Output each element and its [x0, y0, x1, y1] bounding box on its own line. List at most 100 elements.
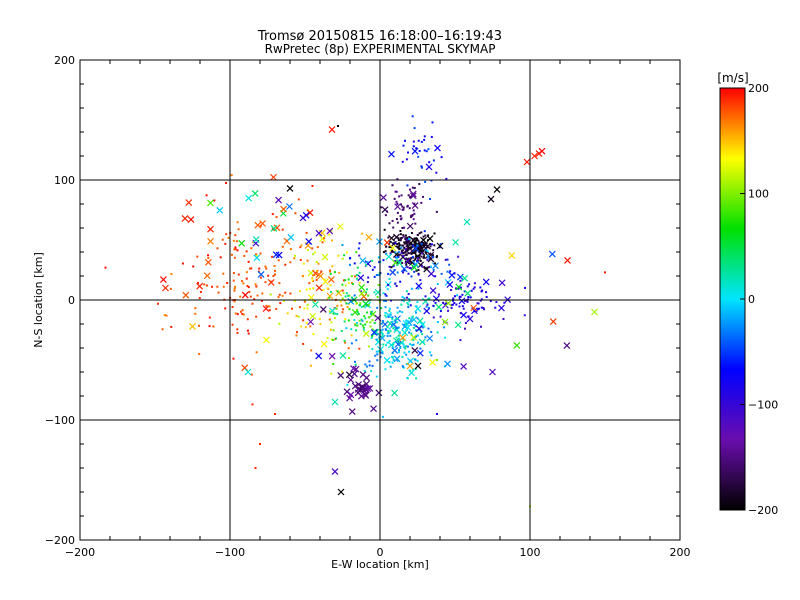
data-point-cross — [207, 199, 214, 207]
data-point — [286, 312, 289, 315]
data-point — [404, 251, 407, 254]
data-point — [386, 341, 389, 344]
data-point — [427, 148, 430, 151]
data-point — [323, 278, 326, 281]
data-point — [397, 239, 400, 242]
data-point — [339, 300, 342, 303]
data-point-cross — [535, 150, 543, 158]
data-point — [358, 303, 361, 306]
data-point-cross — [204, 258, 212, 266]
data-point — [297, 198, 300, 201]
data-point — [405, 322, 408, 325]
data-point — [405, 353, 408, 356]
data-point — [400, 303, 403, 306]
data-point-cross — [461, 274, 469, 282]
data-point-cross — [426, 235, 434, 243]
data-point — [388, 339, 391, 342]
data-point — [375, 375, 378, 378]
data-point — [268, 316, 271, 319]
data-point — [408, 300, 411, 303]
colorbar: [m/s] 200 100 0 −100 −200 — [717, 71, 778, 517]
data-point — [349, 263, 352, 266]
data-point — [265, 267, 268, 270]
data-point — [407, 303, 410, 306]
data-point — [361, 232, 364, 235]
data-point-cross — [203, 272, 211, 280]
data-point — [430, 135, 433, 138]
data-point — [397, 237, 400, 240]
data-point-cross — [238, 239, 246, 247]
data-point-cross — [339, 352, 347, 360]
data-point — [306, 248, 309, 251]
data-point — [344, 284, 347, 287]
data-point-cross — [400, 265, 408, 273]
data-point-cross — [458, 297, 466, 305]
data-point — [395, 236, 398, 239]
data-point — [389, 252, 392, 255]
data-point — [427, 234, 430, 237]
data-point-cross — [360, 293, 368, 300]
data-point — [347, 281, 350, 284]
data-point — [403, 226, 406, 229]
data-point-cross — [370, 405, 377, 413]
data-point-cross — [365, 233, 373, 241]
data-point — [428, 161, 431, 164]
data-point — [430, 330, 433, 333]
data-point — [385, 294, 388, 297]
data-point — [377, 256, 380, 259]
data-point — [432, 256, 435, 259]
data-point — [345, 327, 348, 330]
data-point — [421, 246, 424, 249]
data-point-cross — [380, 194, 387, 201]
data-point — [268, 309, 271, 312]
data-point — [369, 313, 372, 316]
data-point — [384, 306, 387, 309]
data-point — [444, 336, 447, 339]
data-point — [328, 296, 331, 299]
data-point — [388, 309, 391, 312]
data-point — [392, 264, 395, 267]
data-point — [330, 229, 333, 232]
data-point — [420, 165, 423, 168]
data-point — [406, 301, 409, 304]
data-point-cross — [418, 338, 426, 346]
data-point — [353, 262, 356, 265]
data-point — [388, 246, 391, 249]
data-point — [391, 316, 394, 319]
data-point — [170, 272, 173, 275]
data-point-cross — [309, 312, 317, 320]
data-point-cross — [319, 306, 327, 313]
data-point — [217, 291, 220, 294]
data-point — [274, 413, 276, 415]
data-point — [398, 253, 401, 256]
data-point — [410, 214, 413, 217]
data-point — [408, 243, 411, 246]
data-point — [342, 279, 345, 282]
data-point — [604, 271, 606, 274]
data-point — [233, 287, 236, 290]
data-point-cross — [275, 251, 283, 259]
data-point — [273, 264, 276, 267]
axes: −200 −100 0 100 200 −200 −100 0 100 200 — [45, 54, 691, 559]
data-point — [389, 365, 392, 368]
data-point — [433, 262, 436, 265]
data-point — [384, 299, 387, 302]
data-point — [387, 315, 390, 318]
data-point — [247, 286, 250, 289]
data-point — [365, 264, 368, 267]
data-point-cross — [424, 242, 431, 250]
data-point — [405, 253, 408, 256]
data-point — [430, 265, 433, 268]
data-point — [381, 320, 384, 323]
data-point — [391, 219, 394, 222]
data-point — [455, 303, 458, 306]
data-point — [422, 256, 425, 259]
data-point — [433, 232, 436, 235]
data-point — [410, 275, 413, 278]
data-point-cross — [444, 299, 452, 307]
data-point-cross — [362, 330, 370, 338]
data-point — [426, 254, 429, 257]
data-point — [448, 263, 451, 266]
data-point — [432, 268, 435, 271]
data-point — [422, 243, 425, 246]
